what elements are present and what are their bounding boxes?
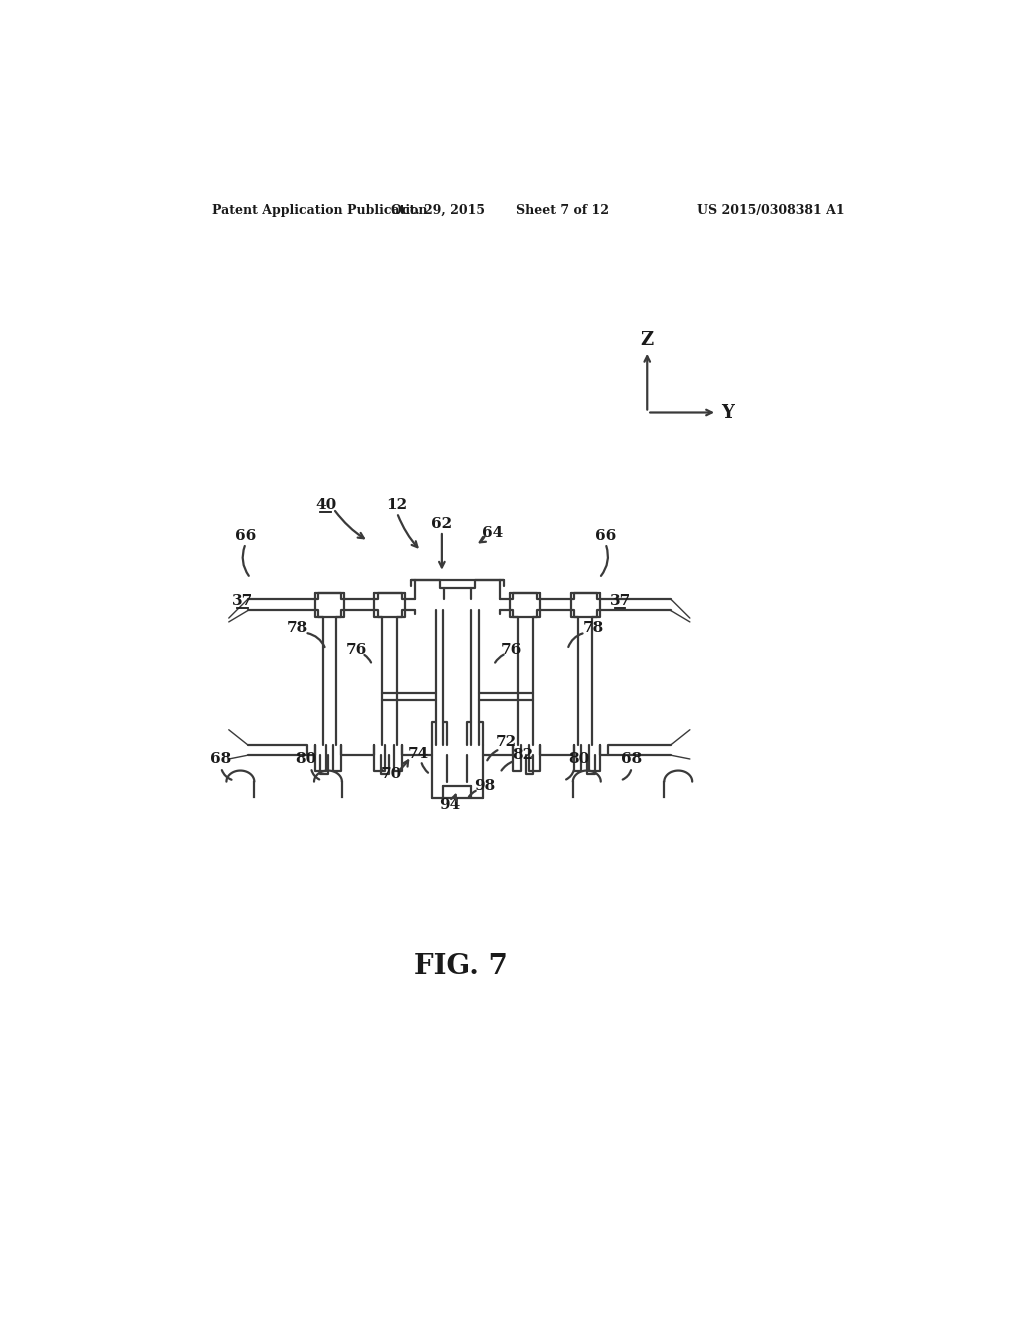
Text: 66: 66: [236, 529, 256, 543]
Text: US 2015/0308381 A1: US 2015/0308381 A1: [697, 205, 845, 218]
Text: 98: 98: [474, 779, 496, 793]
Text: 72: 72: [496, 735, 517, 748]
Text: Sheet 7 of 12: Sheet 7 of 12: [515, 205, 608, 218]
Text: FIG. 7: FIG. 7: [415, 953, 508, 981]
Text: 78: 78: [287, 622, 307, 635]
Text: 78: 78: [583, 622, 603, 635]
Text: 68: 68: [210, 752, 231, 766]
Text: 62: 62: [431, 517, 453, 531]
Text: 70: 70: [381, 767, 402, 781]
Text: 68: 68: [622, 752, 642, 766]
Text: 12: 12: [386, 498, 408, 512]
Text: 40: 40: [315, 498, 336, 512]
Text: 94: 94: [439, 799, 460, 812]
Text: 80: 80: [568, 752, 590, 766]
Text: Z: Z: [641, 331, 653, 348]
Text: 37: 37: [232, 594, 253, 609]
Text: Y: Y: [722, 404, 734, 421]
Text: 80: 80: [296, 752, 316, 766]
Text: 64: 64: [481, 527, 503, 540]
Text: 66: 66: [595, 529, 616, 543]
Text: 37: 37: [609, 594, 631, 609]
Text: Patent Application Publication: Patent Application Publication: [212, 205, 427, 218]
Text: 74: 74: [408, 747, 429, 762]
Text: 82: 82: [513, 748, 534, 762]
Text: 76: 76: [501, 643, 522, 656]
Text: Oct. 29, 2015: Oct. 29, 2015: [391, 205, 485, 218]
Text: 76: 76: [346, 643, 368, 656]
